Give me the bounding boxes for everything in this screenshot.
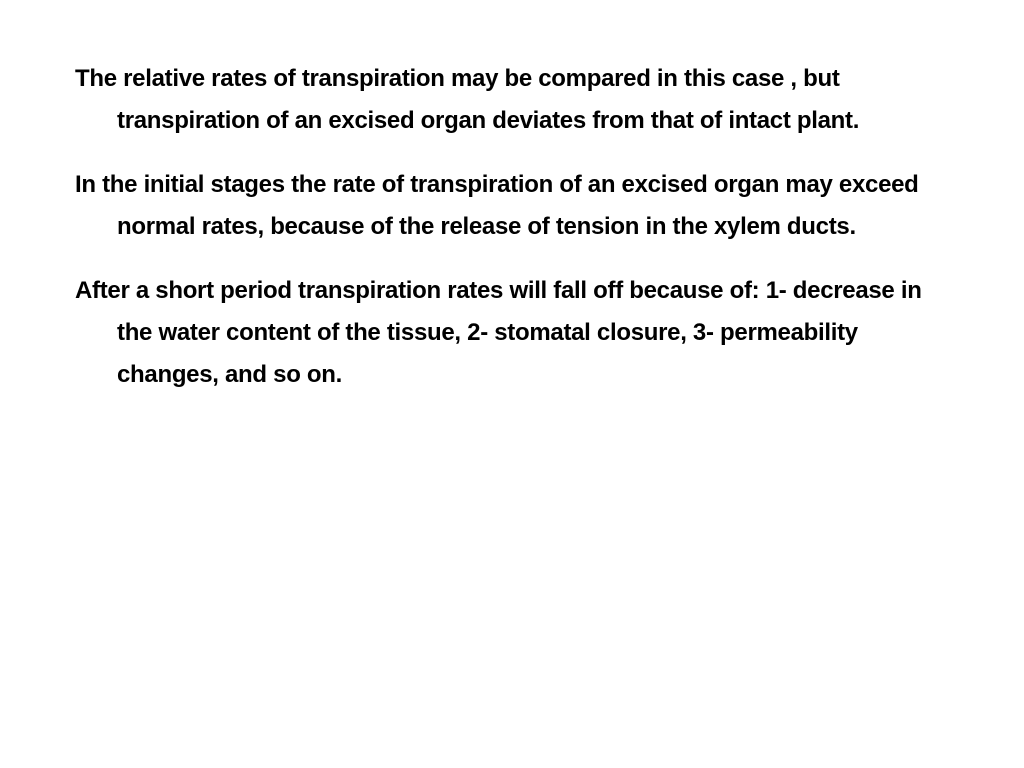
slide-content: The relative rates of transpiration may … — [0, 0, 1024, 768]
paragraph-2-text: In the initial stages the rate of transp… — [75, 164, 949, 248]
paragraph-1: The relative rates of transpiration may … — [75, 58, 949, 142]
paragraph-3: After a short period transpiration rates… — [75, 270, 949, 396]
paragraph-2: In the initial stages the rate of transp… — [75, 164, 949, 248]
paragraph-3-text: After a short period transpiration rates… — [75, 270, 949, 396]
paragraph-1-text: The relative rates of transpiration may … — [75, 58, 949, 142]
